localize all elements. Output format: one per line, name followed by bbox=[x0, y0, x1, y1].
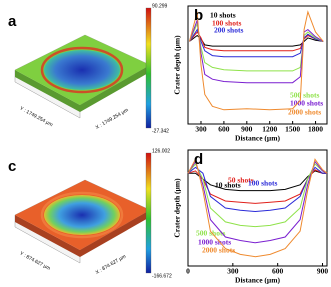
legend-entry: 100 shots bbox=[212, 19, 241, 28]
colorbar bbox=[145, 152, 152, 274]
x-axis-label: X : 874.627 µm bbox=[95, 254, 127, 276]
legend-entry: 1000 shots bbox=[290, 99, 323, 108]
x-tick-label: 300 bbox=[195, 125, 207, 134]
colorbar-max: 126.002 bbox=[152, 148, 170, 154]
x-tick-label: 300 bbox=[227, 267, 239, 276]
legend-entry: 1000 shots bbox=[198, 238, 231, 247]
y-axis-label: Y : 1749.254 µm bbox=[18, 106, 53, 129]
legend-entry: 50 shots bbox=[228, 176, 254, 185]
y-axis-title: Crater depth (µm) bbox=[173, 35, 182, 95]
colorbar-max: 90.299 bbox=[152, 3, 168, 9]
surface-panel: 126.002 -166.672 c Y : 874.627 µm X : 874.62… bbox=[8, 148, 172, 279]
line-series bbox=[189, 31, 324, 52]
legend-entry: 2000 shots bbox=[202, 246, 235, 255]
line-series bbox=[189, 21, 324, 72]
plot-frame bbox=[187, 5, 328, 125]
crater bbox=[44, 195, 120, 235]
panel-label: a bbox=[8, 13, 17, 30]
x-tick-label: 0 bbox=[186, 267, 190, 276]
crater-rim bbox=[40, 191, 124, 239]
panel-label: d bbox=[194, 151, 203, 168]
panel-label: c bbox=[8, 158, 16, 175]
x-tick-label: 1800 bbox=[308, 125, 323, 134]
surface-side bbox=[15, 70, 80, 112]
y-axis-label: Y : 874.627 µm bbox=[18, 251, 51, 272]
x-tick-label: 600 bbox=[272, 267, 284, 276]
plot-frame bbox=[187, 149, 328, 267]
y-axis-title: Crater depth (µm) bbox=[173, 178, 182, 238]
x-tick-label: 1200 bbox=[262, 125, 277, 134]
line-series bbox=[189, 10, 324, 111]
x-tick-label: 900 bbox=[317, 267, 329, 276]
legend-entry: 500 shots bbox=[290, 91, 319, 100]
line-series bbox=[187, 157, 328, 258]
line-series bbox=[187, 166, 327, 213]
line-series bbox=[187, 162, 328, 228]
line-series bbox=[189, 20, 324, 84]
crater-rim bbox=[40, 46, 124, 94]
surface-side bbox=[80, 65, 150, 112]
line-series bbox=[189, 28, 324, 58]
x-tick-label: 900 bbox=[241, 125, 253, 134]
panel-label: b bbox=[194, 7, 203, 24]
legend-entry: 10 shots bbox=[210, 11, 236, 20]
legend-entry: 100 shots bbox=[248, 179, 277, 188]
x-axis-label: X : 1749.254 µm bbox=[95, 107, 130, 131]
legend-entry: 10 shots bbox=[215, 181, 241, 190]
legend-entry: 2000 shots bbox=[288, 108, 321, 117]
legend-entry: 500 shots bbox=[196, 229, 225, 238]
surface-side bbox=[15, 215, 80, 257]
surface-panel: 90.299 -27.342 a Y : 1749.254 µm X : 1749.25… bbox=[8, 3, 169, 134]
colorbar-min: -27.342 bbox=[152, 128, 169, 134]
surface-side bbox=[80, 210, 150, 257]
crater bbox=[44, 50, 120, 90]
x-tick-label: 1500 bbox=[285, 125, 300, 134]
colorbar bbox=[145, 7, 152, 129]
line-series bbox=[187, 169, 327, 204]
legend-entry: 200 shots bbox=[214, 26, 243, 35]
x-axis-title: Distance (µm) bbox=[235, 134, 280, 143]
x-tick-label: 600 bbox=[218, 125, 230, 134]
colorbar-min: -166.672 bbox=[152, 273, 172, 279]
x-axis-title: Distance (µm) bbox=[235, 276, 280, 285]
